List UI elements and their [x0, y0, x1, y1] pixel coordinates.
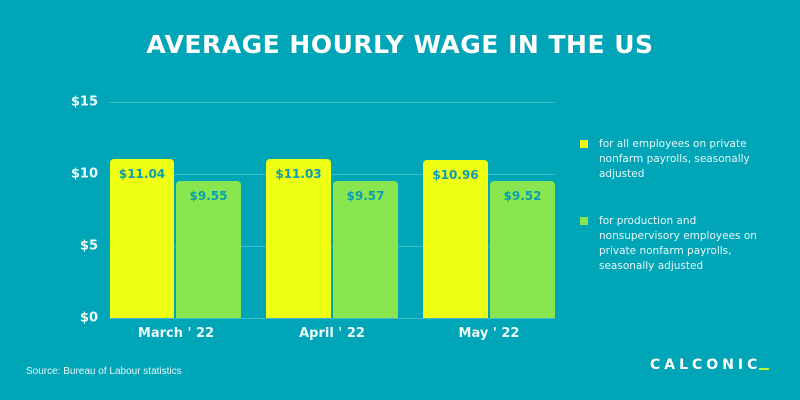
y-tick-15: $15: [70, 94, 98, 110]
bar-march-production: $9.55: [176, 181, 241, 318]
bar-value-label: $9.55: [189, 189, 228, 203]
gridline-5: [109, 246, 555, 247]
bar-april-all: $11.03: [266, 159, 331, 318]
gridline-10: [109, 174, 555, 175]
x-label-march: March ' 22: [137, 326, 215, 341]
bar-value-label: $9.57: [346, 189, 385, 203]
bar-value-label: $11.04: [118, 167, 166, 181]
bar-april-production: $9.57: [333, 181, 398, 318]
y-tick-10: $10: [70, 166, 98, 182]
source-note: Source: Bureau of Labour statistics: [26, 366, 182, 377]
gridline-15: [109, 102, 555, 103]
chart-title: AVERAGE HOURLY WAGE IN THE US: [146, 30, 654, 59]
bar-may-all: $10.96: [423, 160, 488, 318]
y-tick-0: $0: [79, 310, 98, 326]
bar-may-production: $9.52: [490, 181, 555, 318]
legend-item-production-employees: for production and nonsupervisory employ…: [580, 214, 780, 274]
legend-label: for all employees on private nonfarm pay…: [599, 138, 750, 180]
brand-cursor-icon: [759, 368, 770, 370]
bar-value-label: $11.03: [275, 167, 322, 181]
bar-march-all: $11.04: [110, 159, 174, 318]
x-label-may: May ' 22: [458, 326, 520, 341]
brand-logo: CALCONIC: [650, 357, 770, 373]
x-label-april: April ' 22: [299, 326, 365, 341]
bar-value-label: $10.96: [432, 168, 479, 182]
y-tick-5: $5: [79, 238, 98, 254]
legend-swatch-yellow: [580, 140, 588, 148]
legend-item-all-employees: for all employees on private nonfarm pay…: [580, 137, 780, 182]
gridline-0: [109, 318, 555, 319]
bar-value-label: $9.52: [503, 189, 542, 203]
brand-name: CALCONIC: [650, 357, 762, 373]
legend-label: for production and nonsupervisory employ…: [599, 215, 757, 272]
legend-swatch-green: [580, 217, 588, 225]
